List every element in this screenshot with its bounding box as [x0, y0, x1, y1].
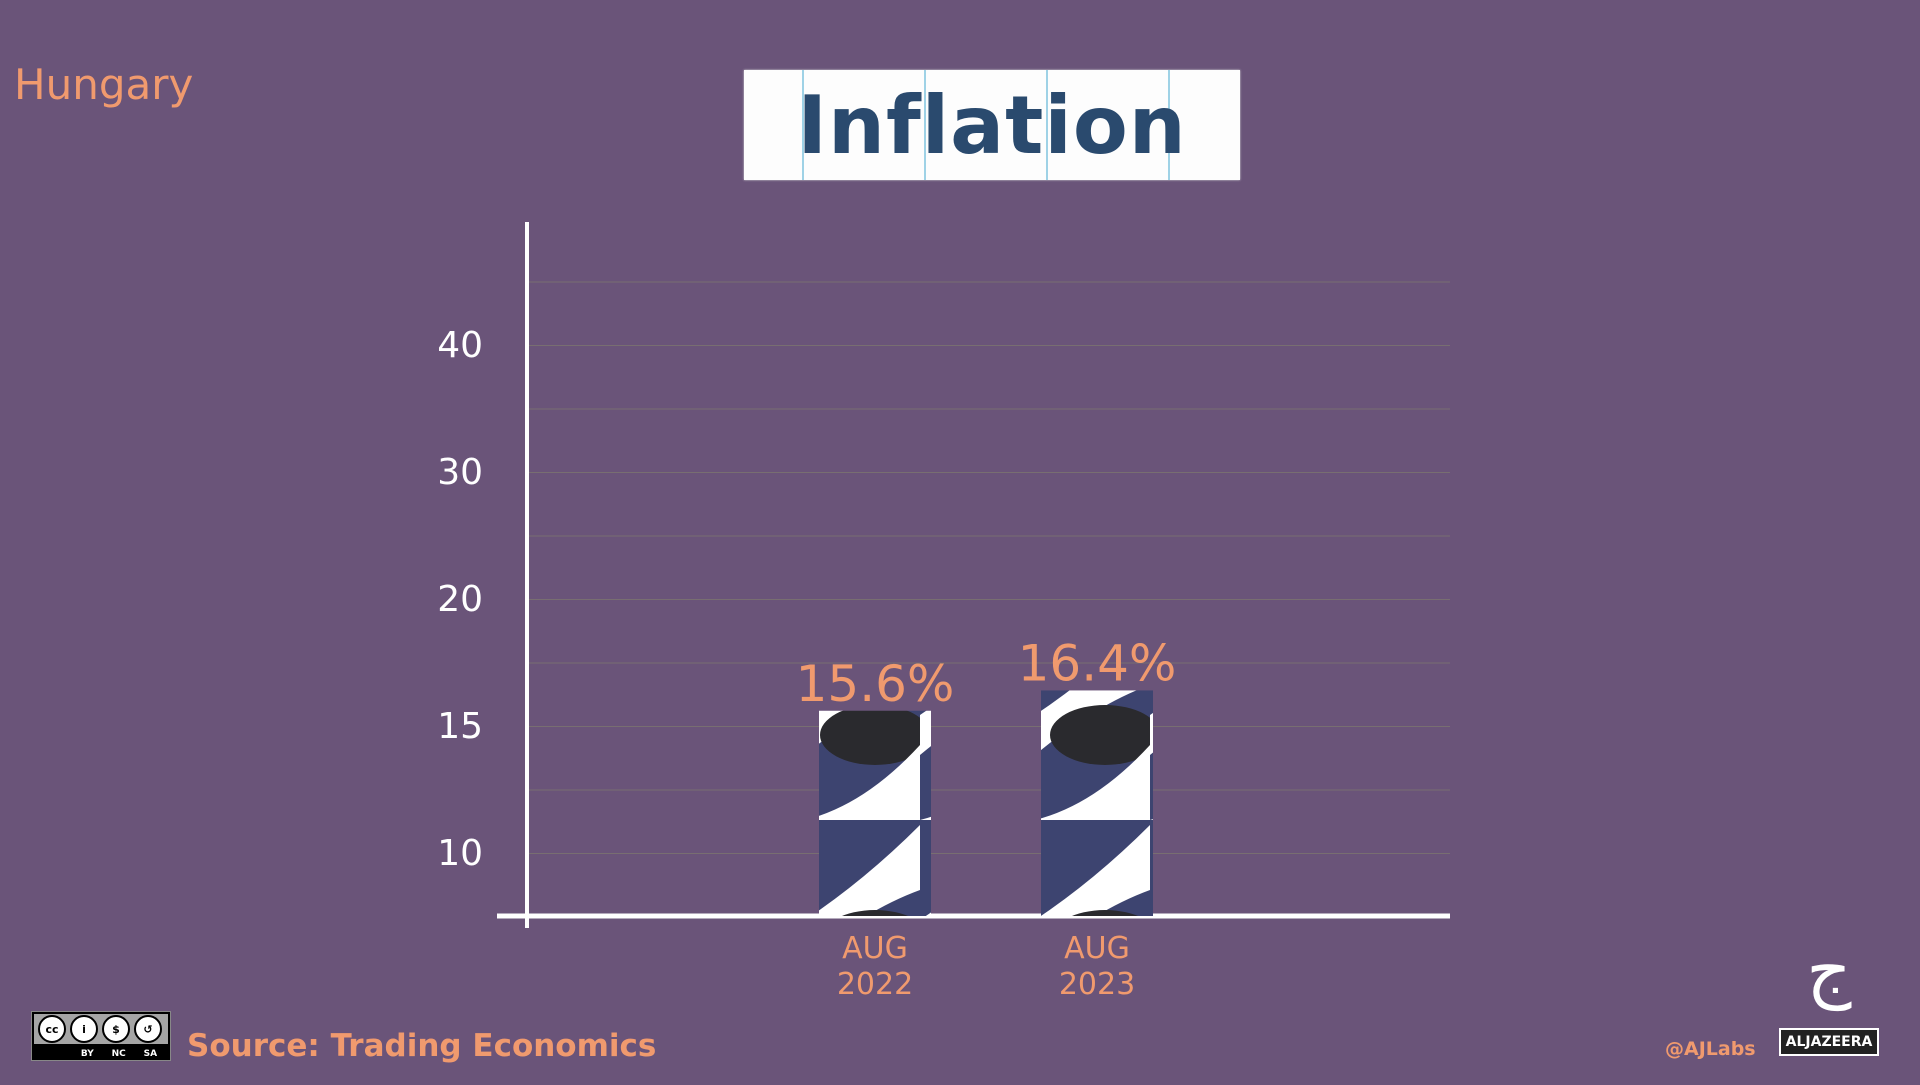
by-icon: i — [70, 1015, 98, 1043]
y-tick-label: 30 — [437, 452, 483, 493]
license-sa: SA — [143, 1049, 158, 1059]
bar — [1041, 690, 1153, 916]
license-by: BY — [80, 1049, 94, 1059]
y-tick-label: 15 — [437, 706, 483, 747]
country-label: Hungary — [14, 60, 194, 109]
y-tick-label: 10 — [437, 833, 483, 874]
chart-title: Inflation — [797, 78, 1187, 172]
x-tick-label: AUG — [842, 931, 908, 966]
chart-title-card: Inflation — [744, 70, 1240, 180]
nc-icon: $ — [102, 1015, 130, 1043]
bar-value-label: 15.6% — [796, 655, 955, 713]
license-nc: NC — [111, 1049, 126, 1059]
twitter-handle: @AJLabs — [1665, 1038, 1756, 1060]
aljazeera-calligraphy-icon: ج — [1806, 929, 1852, 1011]
source-text: Source: Trading Economics — [187, 1028, 657, 1064]
y-tick-label: 20 — [437, 579, 483, 620]
aljazeera-wordmark: ALJAZEERA — [1779, 1028, 1879, 1056]
cc-license-badge: cc i $ ↺ BY NC SA — [31, 1011, 171, 1061]
cc-icon: cc — [38, 1015, 66, 1043]
bar-value-label: 16.4% — [1018, 634, 1177, 692]
sa-icon: ↺ — [134, 1015, 162, 1043]
bar — [819, 710, 931, 916]
aljazeera-logo: ج ALJAZEERA — [1779, 920, 1879, 1056]
x-tick-label: 2023 — [1059, 967, 1135, 1002]
x-tick-label: 2022 — [837, 967, 913, 1002]
y-tick-label: 40 — [437, 325, 483, 366]
x-tick-label: AUG — [1064, 931, 1130, 966]
